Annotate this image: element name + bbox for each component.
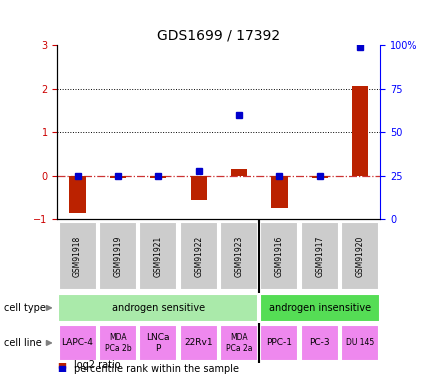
Text: GSM91922: GSM91922 [194, 236, 203, 277]
Title: GDS1699 / 17392: GDS1699 / 17392 [157, 28, 280, 42]
Bar [220, 222, 258, 290]
Text: LAPC-4: LAPC-4 [62, 339, 94, 348]
Text: log2 ratio: log2 ratio [74, 360, 121, 370]
Text: GSM91923: GSM91923 [235, 235, 244, 277]
Bar [99, 325, 137, 361]
Bar [110, 176, 126, 178]
Bar [69, 176, 85, 213]
Text: LNCa
P: LNCa P [147, 333, 170, 352]
Bar [271, 176, 287, 209]
Bar [58, 294, 258, 322]
Text: cell type: cell type [4, 303, 46, 313]
Bar [59, 222, 96, 290]
Bar [59, 325, 96, 361]
Text: MDA
PCa 2b: MDA PCa 2b [105, 333, 131, 352]
Bar [352, 86, 368, 176]
Text: GSM91921: GSM91921 [154, 236, 163, 277]
Bar [99, 222, 137, 290]
Text: cell line: cell line [4, 338, 42, 348]
Text: androgen insensitive: androgen insensitive [269, 303, 371, 313]
Bar [261, 222, 298, 290]
Bar [180, 325, 218, 361]
Text: MDA
PCa 2a: MDA PCa 2a [226, 333, 252, 352]
Bar [260, 294, 380, 322]
Bar [301, 325, 339, 361]
Bar [231, 169, 247, 176]
Bar [312, 176, 328, 178]
Text: GSM91920: GSM91920 [356, 235, 365, 277]
Text: percentile rank within the sample: percentile rank within the sample [74, 364, 239, 374]
Bar [341, 325, 379, 361]
Bar [190, 176, 207, 200]
Bar [261, 325, 298, 361]
Text: GSM91918: GSM91918 [73, 236, 82, 277]
Text: PPC-1: PPC-1 [266, 339, 292, 348]
Bar [139, 222, 177, 290]
Bar [180, 222, 218, 290]
Bar [220, 325, 258, 361]
Text: GSM91917: GSM91917 [315, 235, 324, 277]
Text: androgen sensitive: androgen sensitive [112, 303, 205, 313]
Text: GSM91919: GSM91919 [113, 235, 122, 277]
Text: DU 145: DU 145 [346, 339, 374, 348]
Bar [341, 222, 379, 290]
Text: PC-3: PC-3 [309, 339, 330, 348]
Bar [301, 222, 339, 290]
Text: 22Rv1: 22Rv1 [184, 339, 213, 348]
Bar [150, 176, 166, 178]
Text: GSM91916: GSM91916 [275, 235, 284, 277]
Bar [139, 325, 177, 361]
